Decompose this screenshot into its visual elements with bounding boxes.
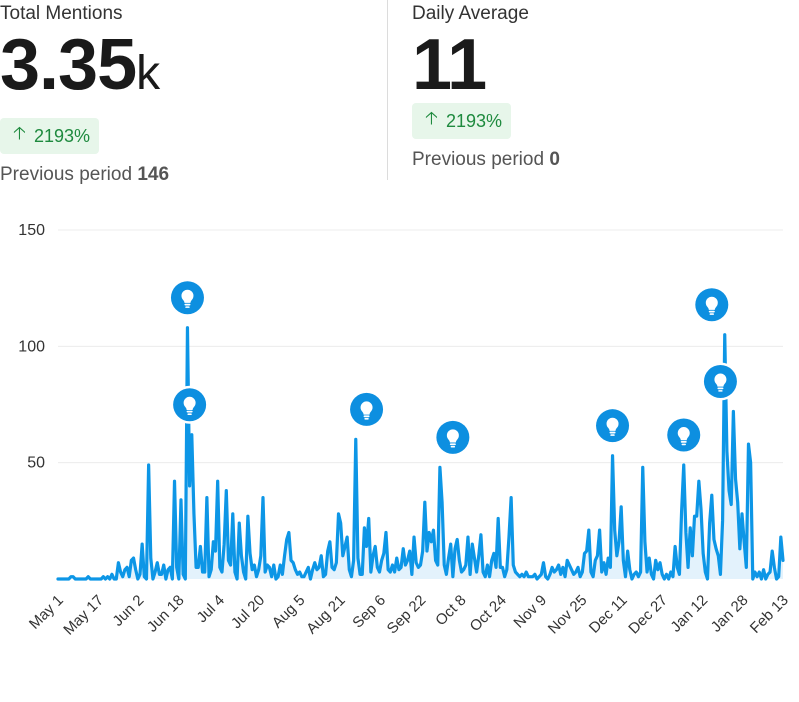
x-tick-label: Oct 8 (432, 592, 469, 629)
insight-marker[interactable] (664, 415, 703, 454)
lightbulb-icon (181, 289, 194, 308)
total-mentions-previous: Previous period 146 (0, 163, 385, 187)
x-tick-label: May 17 (60, 592, 107, 639)
insight-marker[interactable] (692, 285, 731, 324)
x-tick-label: Jun 18 (144, 592, 188, 636)
total-mentions-change: 2193% (33, 125, 90, 146)
daily-average-title: Daily Average (412, 3, 529, 24)
series-line (56, 326, 785, 581)
lightbulb-icon (705, 296, 718, 315)
x-tick-label: Jul 4 (194, 592, 228, 626)
total-mentions-title: Total Mentions (0, 3, 123, 24)
lightbulb-icon (677, 427, 690, 446)
stats-divider (387, 0, 388, 180)
x-tick-label: Nov 25 (545, 592, 591, 638)
insight-marker[interactable] (170, 385, 209, 424)
x-tick-label: Dec 27 (625, 592, 671, 638)
lightbulb-icon (183, 396, 196, 415)
arrow-up-icon: 🡡 (13, 123, 26, 143)
total-mentions-number: 3.35 (0, 25, 137, 105)
previous-period-label: Previous period (412, 149, 545, 170)
lightbulb-icon (606, 417, 619, 436)
insight-marker[interactable] (433, 418, 472, 457)
daily-average-card: Daily Average 11 🡡 2193% Previous period… (412, 0, 792, 172)
x-tick-label: Jan 28 (708, 592, 752, 636)
daily-average-previous: Previous period 0 (412, 148, 792, 172)
y-tick-label: 50 (27, 455, 45, 472)
x-tick-label: Dec 11 (586, 592, 631, 637)
x-tick-label: Oct 24 (467, 592, 510, 635)
previous-period-value: 0 (549, 149, 560, 170)
lightbulb-icon (360, 401, 373, 420)
x-tick-label: Jan 12 (667, 592, 711, 636)
x-tick-label: Aug 21 (303, 592, 349, 638)
total-mentions-change-badge: 🡡 2193% (0, 118, 99, 154)
insight-marker[interactable] (347, 390, 386, 429)
total-mentions-unit: k (136, 47, 161, 100)
x-tick-label: Jul 20 (228, 592, 268, 632)
y-tick-label: 100 (18, 338, 45, 355)
total-mentions-card: Total Mentions 3.35k 🡡 2193% Previous pe… (0, 0, 385, 187)
insight-marker[interactable] (168, 278, 207, 317)
lightbulb-icon (714, 373, 727, 392)
x-tick-label: Jun 2 (109, 592, 147, 630)
daily-average-change: 2193% (445, 110, 502, 131)
insight-marker[interactable] (701, 362, 740, 401)
daily-average-change-badge: 🡡 2193% (412, 103, 511, 139)
arrow-up-icon: 🡡 (425, 108, 438, 128)
x-tick-label: Sep 22 (384, 592, 430, 638)
y-tick-label: 150 (18, 222, 45, 239)
previous-period-label: Previous period (0, 164, 133, 185)
lightbulb-icon (446, 429, 459, 448)
daily-average-value: 11 (412, 25, 487, 105)
insight-marker[interactable] (593, 406, 632, 445)
total-mentions-value: 3.35k (0, 27, 385, 112)
previous-period-value: 146 (137, 164, 170, 185)
series-area (58, 327, 783, 579)
x-tick-label: Feb 13 (747, 592, 792, 637)
